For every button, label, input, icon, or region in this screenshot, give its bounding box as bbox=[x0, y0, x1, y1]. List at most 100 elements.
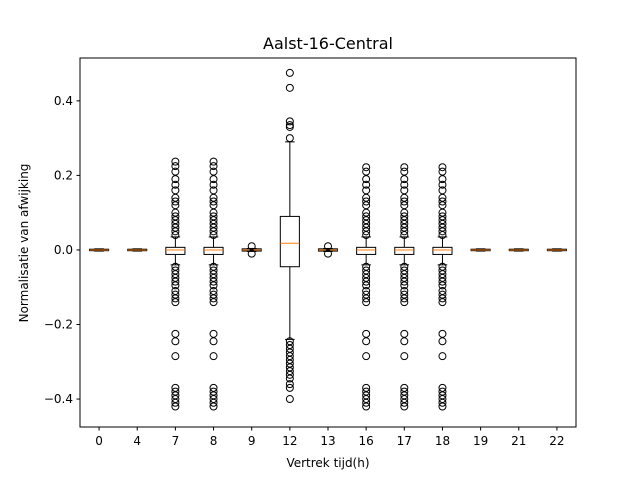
flier-point bbox=[285, 122, 294, 131]
flier-point bbox=[285, 370, 294, 379]
flier-point bbox=[171, 227, 180, 236]
flier-point bbox=[438, 175, 447, 184]
flier-point bbox=[171, 281, 180, 290]
flier-point bbox=[362, 175, 371, 184]
box-iqr bbox=[165, 246, 186, 255]
flier-point bbox=[400, 398, 409, 407]
flier-point bbox=[362, 163, 371, 172]
flier-point bbox=[362, 402, 371, 411]
flier-point bbox=[209, 337, 218, 346]
y-tick-label: −0.4 bbox=[44, 392, 73, 406]
flier-point bbox=[209, 197, 218, 206]
box-group-17 bbox=[394, 163, 415, 411]
x-tick-label: 16 bbox=[359, 434, 374, 448]
flier-point bbox=[209, 298, 218, 307]
box-group-16 bbox=[356, 163, 377, 411]
x-tick-label: 9 bbox=[248, 434, 256, 448]
box-group-13 bbox=[317, 242, 339, 258]
flier-point bbox=[171, 398, 180, 407]
flier-point bbox=[285, 117, 294, 126]
flier-point bbox=[362, 281, 371, 290]
flier-point bbox=[400, 294, 409, 303]
flier-point bbox=[400, 402, 409, 411]
flier-point bbox=[285, 83, 294, 92]
box-group-4 bbox=[127, 248, 148, 252]
box-group-22 bbox=[546, 248, 567, 252]
flier-point bbox=[171, 298, 180, 307]
plot-area: −0.4 −0.2 0.0 0.2 0.4 0 4 7 8 9 12 13 16 17 18 19 21 22 bbox=[44, 57, 577, 448]
flier-point bbox=[209, 231, 218, 240]
flier-point bbox=[400, 281, 409, 290]
flier-point bbox=[438, 180, 447, 189]
flier-point bbox=[285, 134, 294, 143]
flier-point bbox=[171, 277, 180, 286]
box-group-0 bbox=[89, 248, 110, 252]
x-tick-label: 0 bbox=[95, 434, 103, 448]
flier-point bbox=[438, 231, 447, 240]
flier-point bbox=[438, 337, 447, 346]
flier-point bbox=[362, 298, 371, 307]
flier-point bbox=[209, 281, 218, 290]
x-tick-label: 22 bbox=[549, 434, 564, 448]
flier-point bbox=[171, 180, 180, 189]
flier-point bbox=[285, 380, 294, 389]
x-tick-label: 8 bbox=[210, 434, 218, 448]
box-group-7 bbox=[165, 157, 186, 411]
flier-point bbox=[285, 68, 294, 77]
flier-point bbox=[362, 231, 371, 240]
box-group-21 bbox=[508, 248, 529, 252]
flier-point bbox=[209, 157, 218, 166]
y-tick-label: 0.0 bbox=[54, 243, 73, 257]
box-group-19 bbox=[470, 248, 491, 252]
box-iqr bbox=[394, 246, 415, 255]
flier-point bbox=[209, 162, 218, 171]
flier-point bbox=[400, 337, 409, 346]
flier-point bbox=[362, 277, 371, 286]
x-tick-label: 19 bbox=[473, 434, 488, 448]
x-tick-label: 21 bbox=[511, 434, 526, 448]
flier-point bbox=[362, 227, 371, 236]
flier-point bbox=[209, 227, 218, 236]
box-iqr bbox=[432, 246, 453, 255]
flier-point bbox=[285, 395, 294, 404]
y-tick-label: 0.4 bbox=[54, 94, 73, 108]
flier-point bbox=[400, 197, 409, 206]
flier-point bbox=[324, 249, 332, 258]
flier-point bbox=[362, 197, 371, 206]
box-group-8 bbox=[203, 157, 224, 411]
y-tick-label: 0.2 bbox=[54, 168, 73, 182]
flier-point bbox=[209, 352, 218, 361]
flier-point bbox=[209, 277, 218, 286]
y-axis-label: Normalisatie van afwijking bbox=[17, 164, 31, 323]
box-iqr bbox=[356, 246, 377, 255]
x-tick-label: 18 bbox=[435, 434, 450, 448]
flier-point bbox=[400, 163, 409, 172]
flier-point bbox=[438, 298, 447, 307]
flier-point bbox=[362, 337, 371, 346]
flier-point bbox=[285, 374, 294, 383]
flier-point bbox=[438, 294, 447, 303]
box-group-9 bbox=[241, 242, 262, 258]
flier-point bbox=[438, 402, 447, 411]
flier-point bbox=[209, 180, 218, 189]
flier-point bbox=[362, 294, 371, 303]
box-group-12 bbox=[279, 68, 300, 404]
flier-point bbox=[438, 163, 447, 172]
flier-point bbox=[171, 402, 180, 411]
box-group-18 bbox=[432, 163, 453, 411]
x-tick-label: 4 bbox=[133, 434, 141, 448]
flier-point bbox=[438, 352, 447, 361]
box-iqr bbox=[279, 215, 300, 268]
flier-point bbox=[209, 175, 218, 184]
flier-point bbox=[171, 352, 180, 361]
flier-point bbox=[438, 227, 447, 236]
flier-point bbox=[171, 231, 180, 240]
x-tick-label: 13 bbox=[320, 434, 335, 448]
flier-point bbox=[171, 157, 180, 166]
flier-point bbox=[171, 337, 180, 346]
flier-point bbox=[362, 180, 371, 189]
flier-point bbox=[209, 294, 218, 303]
flier-point bbox=[247, 249, 256, 258]
